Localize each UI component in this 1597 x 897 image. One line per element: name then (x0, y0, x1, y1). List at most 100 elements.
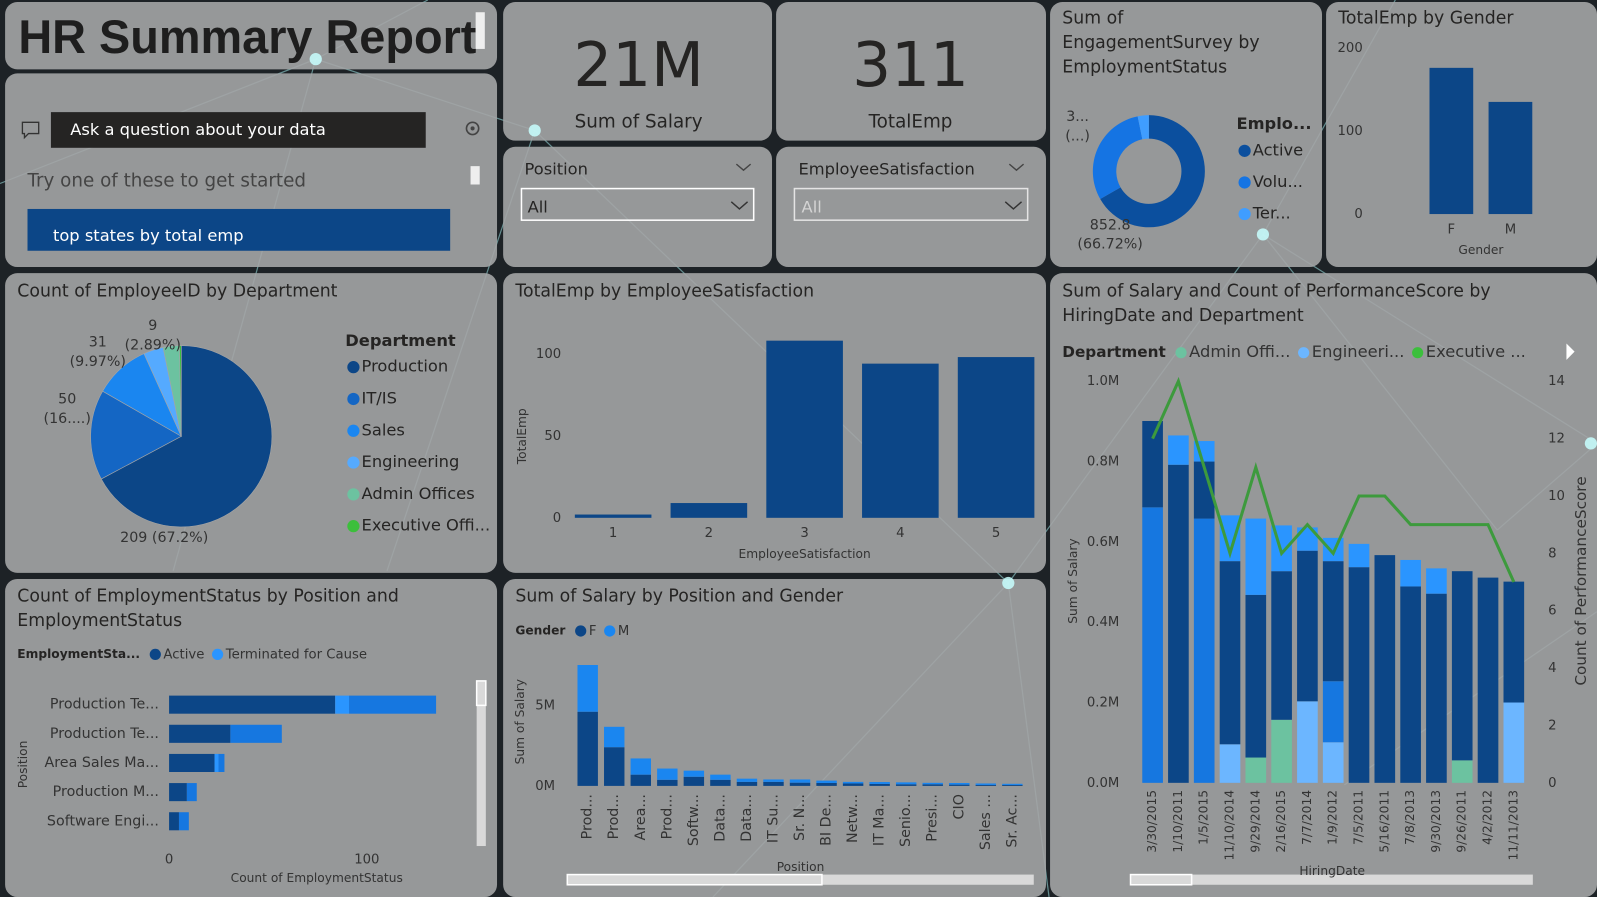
slicer-title: EmployeeSatisfaction (799, 160, 975, 179)
bar-segment (869, 783, 890, 786)
settings-icon[interactable] (465, 121, 480, 136)
slicer-title: Position (525, 160, 588, 179)
x-tick-label: Area... (633, 794, 649, 840)
legend-label: Active (1253, 140, 1303, 159)
y-tick-label: 6 (1548, 604, 1556, 619)
bar-segment (1477, 577, 1499, 783)
question-prompt[interactable]: Ask a question about your data (70, 120, 326, 139)
slicer-selection[interactable]: All (802, 197, 822, 216)
y-tick-label: 0.6M (1087, 535, 1119, 550)
x-tick-label: Prod... (659, 794, 675, 839)
bar-segment (1322, 561, 1344, 682)
legend-marker (347, 520, 360, 533)
bar-segment (1142, 420, 1163, 508)
y-axis-title: Position (16, 741, 30, 789)
chevron[interactable] (730, 201, 749, 210)
slicer-dropdown[interactable] (793, 187, 1029, 221)
bar (574, 514, 652, 518)
legend-marker (1238, 207, 1251, 221)
bar-segment (335, 695, 350, 714)
legend-marker (1238, 144, 1251, 157)
bar-segment (1400, 559, 1421, 587)
bar-segment (169, 724, 231, 743)
bar-segment (1297, 550, 1318, 702)
scrollbar-thumb[interactable] (566, 873, 823, 886)
chart-title: Sum of Salary and Count of PerformanceSc… (1062, 282, 1490, 326)
legend-marker (149, 648, 161, 661)
scrollbar-thumb[interactable] (1129, 873, 1193, 886)
data-label: 31 (9.97%) (70, 334, 126, 369)
slicer-selection[interactable]: All (528, 197, 548, 216)
bar-segment (1374, 555, 1396, 783)
x-tick-label: Sr. N... (792, 794, 808, 841)
bar-segment (1168, 464, 1189, 783)
legend-title: Department (345, 331, 456, 350)
y-tick-label: 100 (536, 347, 561, 362)
bar-segment (922, 784, 943, 786)
question-box[interactable] (50, 112, 426, 148)
bar-segment (1271, 571, 1292, 720)
x-tick-label: Sr. Ac... (1004, 794, 1020, 848)
x-tick-label: CIO (951, 794, 967, 819)
y-tick-label: 1.0M (1087, 374, 1119, 389)
legend-label: Admin Offices (362, 484, 475, 503)
y-tick-label: 4 (1548, 661, 1556, 676)
scrollbar-thumb[interactable] (475, 680, 487, 707)
bar-segment (1193, 518, 1215, 783)
data-label: 852.8 (66.72%) (1077, 217, 1142, 252)
scrollbar[interactable] (476, 680, 486, 847)
bar-segment (1348, 567, 1370, 783)
scrollbar[interactable] (567, 874, 1034, 885)
scrollbar[interactable] (1130, 874, 1533, 885)
legend-marker (211, 648, 224, 661)
scrollbar (475, 12, 485, 49)
legend-marker (347, 392, 360, 406)
suggestion-text[interactable]: top states by total emp (53, 226, 244, 245)
slicer-dropdown[interactable] (520, 187, 755, 221)
bar-segment (1400, 586, 1421, 783)
slice (179, 345, 182, 437)
y-tick-label: Production Te... (50, 697, 159, 713)
legend-next-arrow[interactable] (1566, 343, 1575, 360)
bar-segment (763, 781, 784, 786)
card-value: 311 (852, 30, 969, 101)
legend-marker (347, 488, 360, 501)
bar-segment (710, 779, 731, 786)
x-tick-label: Sales ... (978, 794, 994, 850)
x-axis-title: Count of EmploymentStatus (231, 871, 403, 885)
bar-segment (630, 758, 652, 775)
y-tick-label: Production M... (53, 784, 159, 800)
chart-title: TotalEmp by Gender (1337, 8, 1514, 28)
legend-label: IT/IS (362, 388, 397, 407)
chevron[interactable] (1004, 201, 1023, 210)
chat-icon (21, 121, 40, 140)
legend-label: Ter... (1252, 204, 1291, 223)
bar-segment (349, 695, 437, 714)
bar-segment (169, 812, 179, 831)
data-label: 9 (2.89%) (125, 318, 181, 353)
x-tick-label: 7/8/2013 (1403, 790, 1417, 845)
bar-segment (1426, 568, 1447, 594)
bar (1429, 67, 1474, 215)
legend-marker (604, 625, 616, 637)
legend-marker (1298, 347, 1310, 359)
slice (1137, 115, 1149, 140)
legend-marker (347, 424, 360, 437)
report-title: HR Summary Report (18, 11, 476, 63)
chevron[interactable] (1008, 163, 1025, 172)
suggestion-button[interactable] (27, 208, 451, 251)
slice (100, 345, 273, 528)
y-tick-label: 0 (1548, 776, 1556, 791)
chart-title: Count of EmployeeID by Department (17, 282, 337, 302)
bar-segment (630, 774, 652, 786)
y-tick-label: Production Te... (50, 726, 159, 742)
bar-segment (1297, 701, 1318, 783)
card-value: 21M (573, 30, 703, 101)
bar-segment (1297, 527, 1318, 551)
chevron[interactable] (735, 163, 752, 172)
bar-segment (789, 779, 811, 783)
bar-segment (842, 781, 864, 784)
x-tick-label: 100 (354, 852, 379, 867)
bar-segment (895, 782, 917, 785)
